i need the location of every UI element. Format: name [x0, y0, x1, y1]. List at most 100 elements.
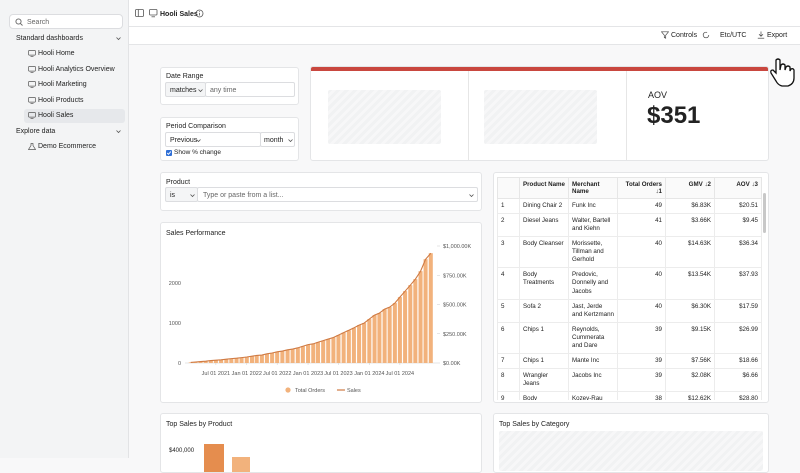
bar — [331, 337, 336, 363]
controls-button[interactable]: Controls — [671, 32, 698, 39]
check-mark — [166, 151, 172, 155]
x-tick-label: Jul 01 2021 — [202, 371, 230, 377]
nav-item[interactable]: Hooli Sales — [38, 112, 74, 119]
bar — [397, 297, 402, 363]
bar — [285, 349, 290, 363]
bar — [311, 343, 316, 363]
row-index: 1 — [497, 197, 520, 215]
bar — [306, 344, 311, 363]
nav-item[interactable]: Hooli Products — [38, 97, 84, 104]
checkbox[interactable] — [166, 150, 172, 156]
table-row: 7 Chips 1 Mante Inc 39 $7.56K $18.66 — [497, 352, 762, 369]
row-index: 4 — [497, 267, 520, 300]
x-tick-label: Jan 01 2024 — [354, 371, 384, 377]
column-header[interactable]: Merchant Name — [568, 177, 618, 199]
table-row: 8 Wrangler Jeans Jacobs Inc 39 $2.08K $6.66 — [497, 367, 762, 393]
row-index: 6 — [497, 321, 520, 354]
table-cell: Chips 1 — [519, 352, 569, 369]
export-button[interactable]: Export — [767, 32, 788, 39]
divider — [468, 71, 469, 160]
bar — [295, 347, 300, 363]
table-cell: Sofa 2 — [519, 298, 569, 323]
operator-select[interactable]: is — [165, 187, 198, 202]
table-cell: $6.30K — [665, 298, 715, 323]
dashboard-title: Hooli Sales — [160, 10, 198, 18]
selected-item-bg — [24, 109, 125, 123]
page: Search Standard dashboards Hooli Home Hoo… — [9, 0, 800, 473]
bar — [203, 361, 208, 363]
table-cell: 49 — [617, 197, 666, 215]
bar — [234, 358, 239, 363]
bar — [244, 357, 249, 363]
table-cell: Morissette, Tillman and Gerhold — [568, 236, 618, 269]
column-header[interactable]: Product Name — [519, 177, 569, 199]
bar — [413, 279, 418, 363]
info-icon[interactable] — [195, 9, 204, 18]
operator-select[interactable]: matches — [165, 82, 206, 97]
timezone[interactable]: Etc/UTC — [720, 32, 747, 39]
bar — [232, 457, 250, 472]
bar — [346, 330, 351, 363]
refresh-icon[interactable] — [702, 31, 710, 39]
row-index: 7 — [497, 352, 520, 369]
unit-select[interactable]: month — [260, 132, 295, 147]
kpi-card: AOV $351 — [310, 66, 769, 161]
table-cell: $12.62K — [665, 391, 715, 400]
x-tick-label: Jul 01 2023 — [324, 371, 352, 377]
filter-label: Product — [166, 179, 191, 186]
table-cell: Diesel Jeans — [519, 213, 569, 238]
nav-item[interactable]: Hooli Home — [38, 50, 75, 57]
filter-icon — [661, 31, 669, 39]
table-row: 6 Chips 1 Reynolds, Cummerata and Dare 39 $9… — [497, 321, 762, 354]
bar — [300, 346, 305, 363]
search-icon — [15, 18, 23, 26]
table-row: 5 Sofa 2 Jast, Jerde and Kertzmann 40 $6.30K… — [497, 298, 762, 323]
table-cell: Kozey-Rau — [568, 391, 618, 400]
bar — [403, 291, 408, 363]
table-cell: $14.63K — [665, 236, 715, 269]
column-header[interactable]: Total Orders ↓1 — [617, 177, 666, 199]
bar — [418, 271, 423, 363]
item-icon — [28, 66, 36, 73]
table-cell: Walter, Bartell and Kiehn — [568, 213, 618, 238]
column-header[interactable]: AOV ↓3 — [714, 177, 762, 199]
table-scroll: Product Name Merchant Name Total Orders ↓1… — [497, 177, 763, 400]
period-select[interactable]: Previous — [165, 132, 261, 147]
loading-placeholder — [499, 431, 763, 471]
column-header[interactable]: GMV ↓2 — [665, 177, 715, 199]
table-cell: 41 — [617, 213, 666, 238]
chart-title: Sales Performance — [166, 230, 226, 237]
nav-item[interactable]: Hooli Analytics Overview — [38, 66, 115, 73]
divider — [626, 71, 627, 160]
table-cell: Funk Inc — [568, 197, 618, 215]
search-box[interactable]: Search — [9, 14, 123, 29]
table-cell: $9.45 — [714, 213, 762, 238]
section-title[interactable]: Explore data — [16, 128, 56, 135]
table-cell: $6.83K — [665, 197, 715, 215]
operator-value: matches — [170, 87, 197, 94]
checkbox-label: Show % change — [174, 149, 221, 156]
chevron — [198, 89, 203, 93]
legend-label: Sales — [347, 388, 361, 394]
scrollbar[interactable] — [763, 193, 766, 233]
nav-item[interactable]: Demo Ecommerce — [38, 143, 96, 150]
nav-item[interactable]: Hooli Marketing — [38, 81, 87, 88]
sidebar-toggle[interactable] — [135, 9, 144, 18]
table-cell: $28.80 — [714, 391, 762, 400]
date-input[interactable]: any time — [205, 82, 295, 97]
chart-card: Sales Performance — [160, 222, 482, 403]
section-title[interactable]: Standard dashboards — [16, 35, 83, 42]
table-cell: Predovic, Donnelly and Jacobs — [568, 267, 618, 300]
bar — [367, 319, 372, 363]
bar — [321, 340, 326, 363]
table-cell: $36.34 — [714, 236, 762, 269]
table-cell: $37.93 — [714, 267, 762, 300]
chevron — [190, 194, 195, 198]
product-input[interactable]: Type or paste from a list... — [197, 187, 478, 202]
bar — [382, 309, 387, 363]
chevron — [288, 139, 293, 143]
table-cell: $20.51 — [714, 197, 762, 215]
item-icon — [28, 97, 36, 104]
monitor-icon — [28, 66, 36, 73]
